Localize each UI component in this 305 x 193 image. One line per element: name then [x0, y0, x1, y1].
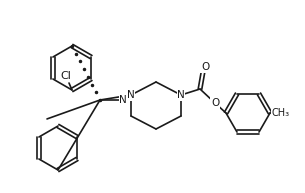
- Text: N: N: [119, 95, 127, 105]
- Text: Cl: Cl: [61, 71, 71, 81]
- Text: N: N: [177, 90, 185, 100]
- Text: N: N: [127, 90, 135, 100]
- Text: O: O: [211, 98, 219, 108]
- Text: CH₃: CH₃: [272, 108, 290, 118]
- Text: O: O: [201, 62, 209, 72]
